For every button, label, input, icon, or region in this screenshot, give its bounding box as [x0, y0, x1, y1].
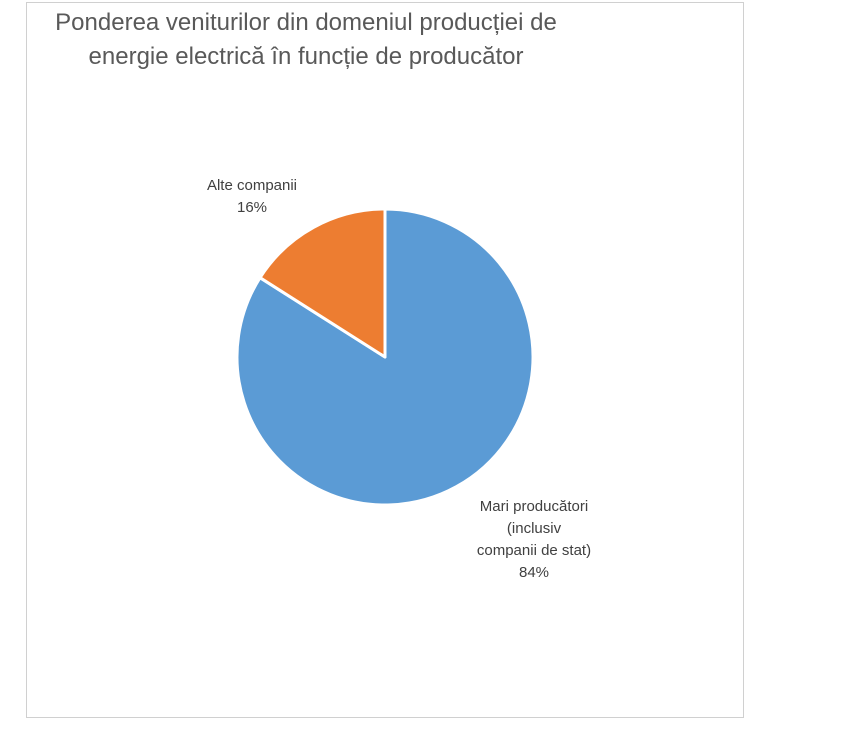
slice-label-mari-producatori-line-3: companii de stat) [476, 542, 592, 559]
slice-label-mari-producatori-line-1: Mari producători [479, 498, 589, 515]
slice-label-mari-producatori-percent: 84% [518, 564, 550, 581]
chart-title: Ponderea veniturilor din domeniul produc… [0, 6, 612, 74]
slice-label-mari-producatori: Mari producători (inclusiv companii de s… [452, 496, 616, 584]
pie-slice-alte-companii [258, 207, 387, 359]
slice-label-alte-companii-percent: 16% [236, 199, 268, 216]
slice-label-mari-producatori-line-2: (inclusiv [506, 520, 562, 537]
chart-title-line-2: energie electrică în funcție de producăt… [88, 43, 524, 70]
slice-label-alte-companii-name: Alte companii [206, 177, 298, 194]
slice-label-alte-companii: Alte companii 16% [192, 175, 312, 219]
chart-title-line-1: Ponderea veniturilor din domeniul produc… [55, 9, 557, 36]
